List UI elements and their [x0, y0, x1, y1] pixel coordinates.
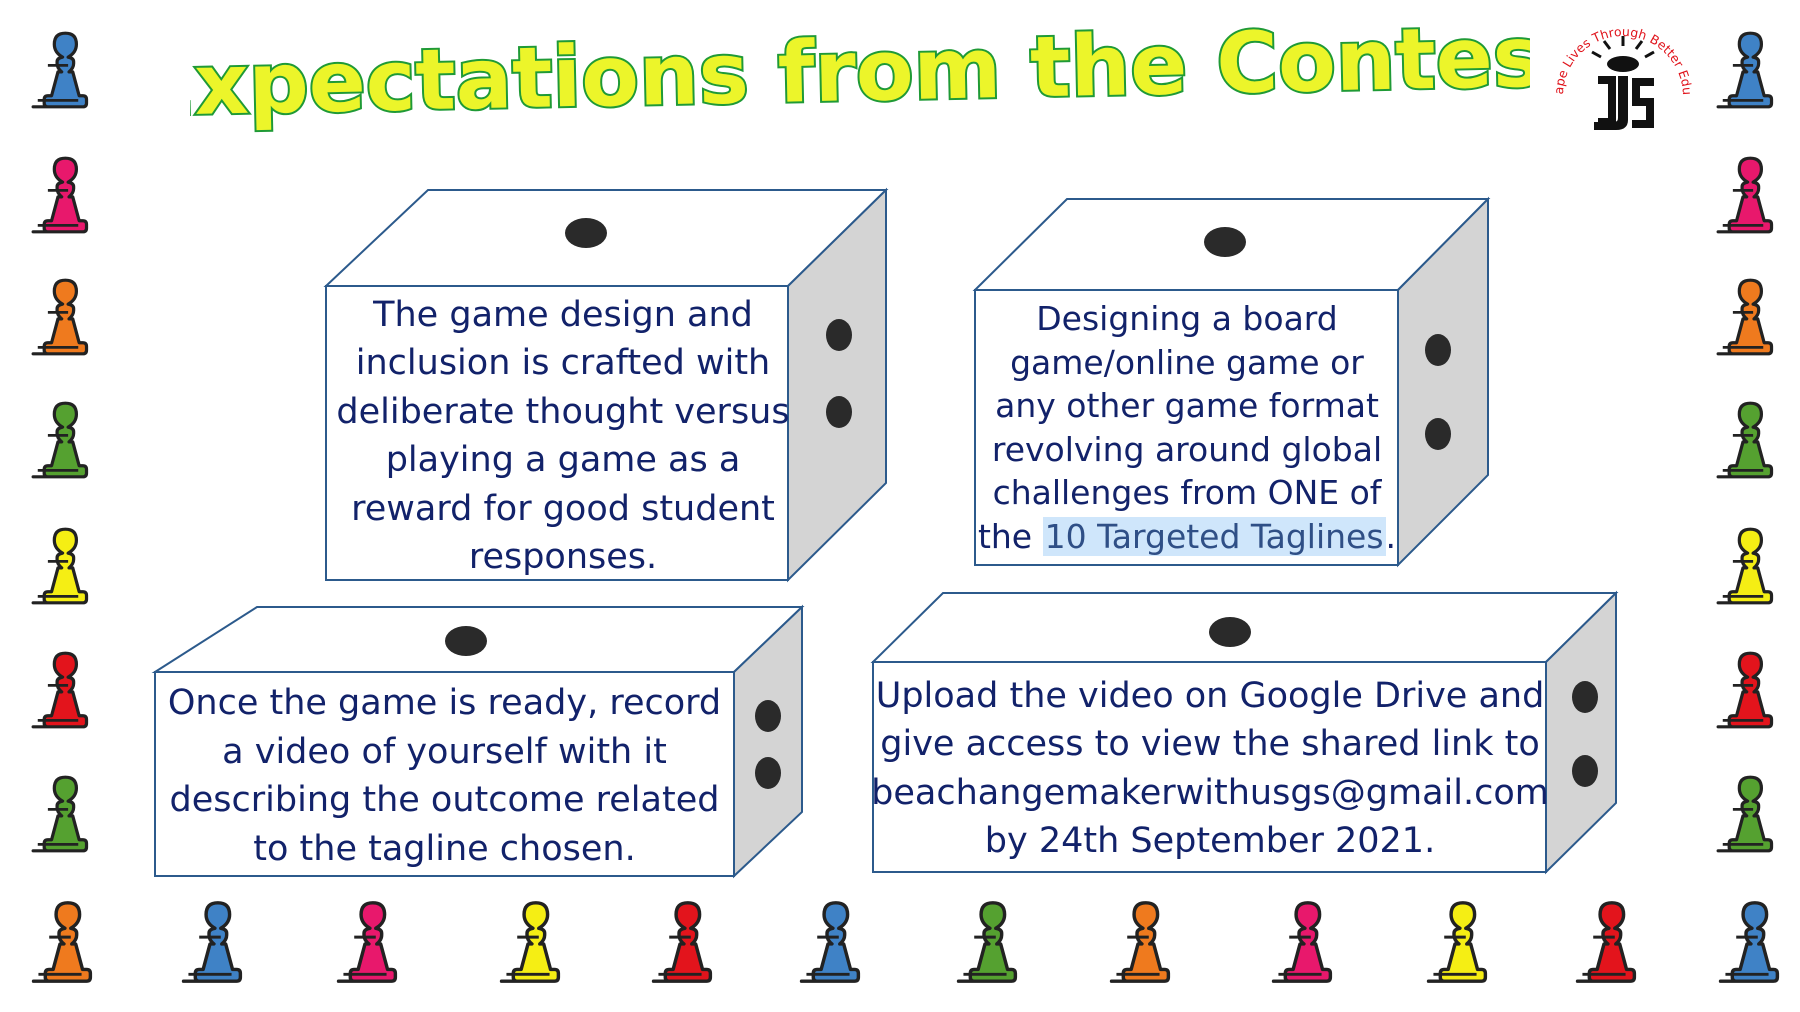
sun-icon: [1591, 36, 1655, 72]
die-card-1: [323, 187, 889, 583]
die-pip: [755, 757, 781, 789]
die-pip: [1572, 681, 1598, 713]
card-4-text: Upload the video on Google Drive and giv…: [871, 666, 1549, 871]
die-pip: [826, 396, 852, 428]
card-2-text-before: Designing a board game/online game or an…: [977, 299, 1383, 556]
targeted-taglines-highlight: 10 Targeted Taglines: [1042, 516, 1386, 556]
card-2-paragraph: Designing a board game/online game or an…: [977, 297, 1397, 558]
card-3-text: Once the game is ready, record a video o…: [157, 676, 732, 876]
card-1-text: The game design and inclusion is crafted…: [330, 290, 796, 582]
card-1-paragraph: The game design and inclusion is crafted…: [336, 294, 790, 578]
die-card-4: [870, 590, 1619, 875]
page-title: Expectations from the Contest: [190, 8, 1530, 137]
die-pip: [565, 218, 607, 248]
die-pip: [1572, 755, 1598, 787]
die-pip: [445, 626, 487, 656]
card-2-text: Designing a board game/online game or an…: [977, 290, 1397, 565]
die-pip: [1209, 617, 1251, 647]
die-pip: [1204, 227, 1246, 257]
djs-monogram-icon: [1594, 76, 1654, 130]
die-pip: [1425, 418, 1451, 450]
card-2-text-after: .: [1385, 516, 1397, 556]
die-pip: [1425, 334, 1451, 366]
die-pip: [826, 319, 852, 351]
die-pip: [755, 700, 781, 732]
school-logo: We Shape Lives Through Better Education: [1548, 6, 1695, 130]
card-3-paragraph: Once the game is ready, record a video o…: [167, 683, 722, 869]
card-4-paragraph: Upload the video on Google Drive and giv…: [871, 675, 1549, 862]
